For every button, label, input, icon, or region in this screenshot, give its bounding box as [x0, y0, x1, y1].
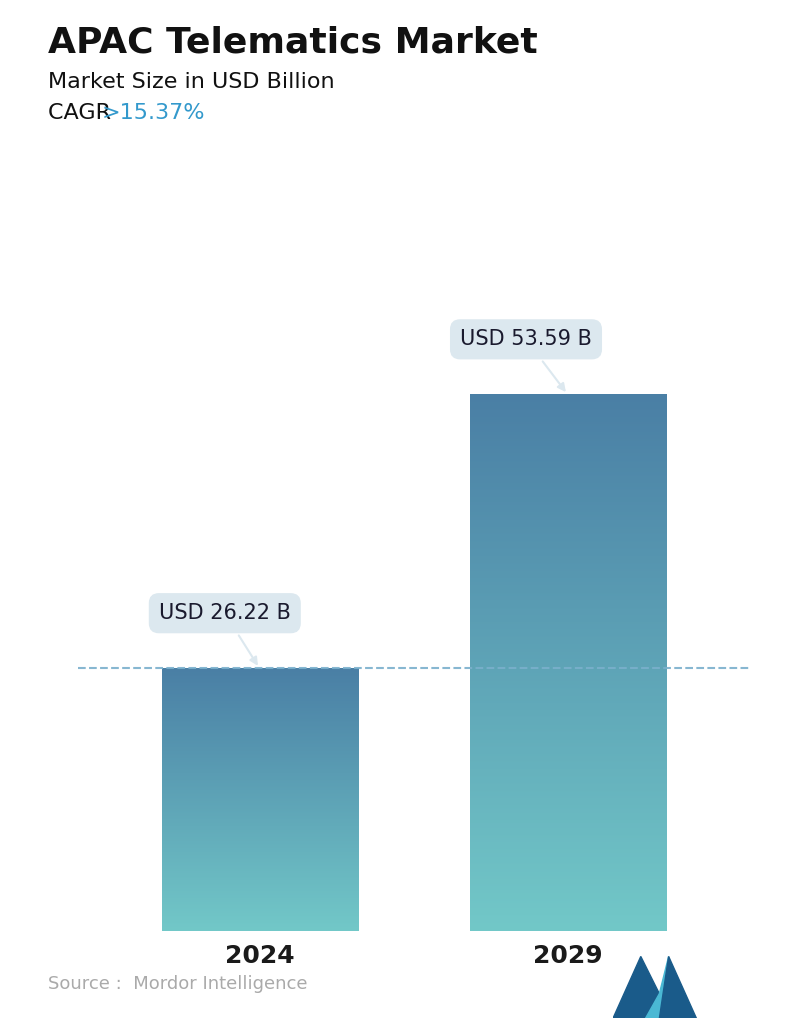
Polygon shape — [613, 956, 659, 1018]
Text: >15.37%: >15.37% — [102, 103, 205, 123]
Polygon shape — [659, 956, 696, 1018]
Text: APAC Telematics Market: APAC Telematics Market — [48, 26, 537, 60]
Text: USD 53.59 B: USD 53.59 B — [460, 329, 592, 390]
Text: USD 26.22 B: USD 26.22 B — [159, 603, 291, 664]
Text: Source :  Mordor Intelligence: Source : Mordor Intelligence — [48, 975, 307, 993]
Polygon shape — [646, 956, 669, 1018]
Text: CAGR: CAGR — [48, 103, 118, 123]
Text: Market Size in USD Billion: Market Size in USD Billion — [48, 72, 334, 92]
